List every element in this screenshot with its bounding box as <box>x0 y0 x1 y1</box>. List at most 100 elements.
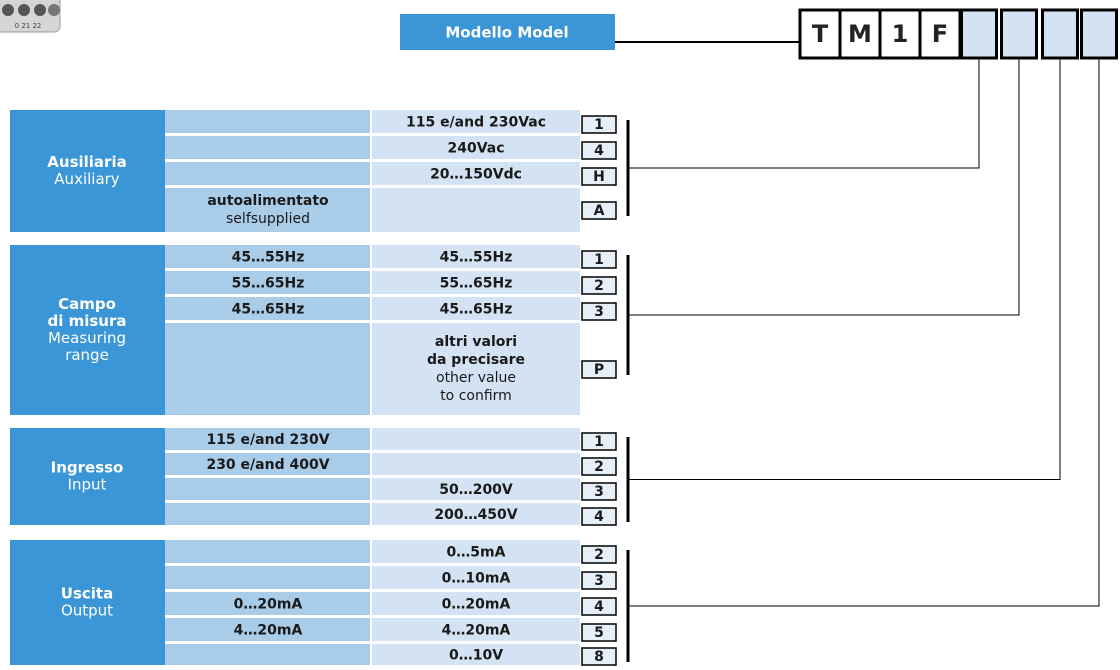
col1-cell <box>165 618 370 641</box>
col1-cell <box>165 297 370 320</box>
col1-text: 0…20mA <box>234 597 303 613</box>
code-cell <box>581 141 617 160</box>
code-cell <box>581 360 617 379</box>
col2-text: 0…5mA <box>447 545 506 561</box>
code-value: 3 <box>594 484 604 500</box>
code-cell <box>581 302 617 321</box>
section-title: Input <box>68 476 107 494</box>
code-value: 5 <box>594 625 604 641</box>
terminal <box>2 4 14 16</box>
option-box <box>960 8 998 60</box>
code-value: 3 <box>594 304 604 320</box>
col1-cell <box>165 566 370 589</box>
code-cell <box>581 597 617 616</box>
col1-cell <box>165 245 370 268</box>
code-cell <box>581 482 617 501</box>
col1-cell <box>165 592 370 615</box>
col1-text: 45…65Hz <box>232 302 305 318</box>
option-box <box>1041 8 1079 60</box>
col2-cell <box>372 136 580 159</box>
connector <box>628 58 1020 316</box>
col2-cell <box>372 592 580 615</box>
col2-text: 4…20mA <box>442 623 511 639</box>
col2-cell <box>372 188 580 232</box>
code-value: 4 <box>594 143 604 159</box>
section-title: Measuring <box>48 329 126 347</box>
col1-cell <box>165 162 370 185</box>
col1-cell <box>165 644 370 665</box>
col2-text: 45…65Hz <box>440 302 513 318</box>
section-header <box>10 245 165 415</box>
option-box <box>1000 8 1038 60</box>
code-cell <box>581 115 617 134</box>
col2-cell <box>372 453 580 475</box>
code-value: 2 <box>594 278 604 294</box>
code-cell <box>581 457 617 476</box>
col1-cell <box>165 110 370 133</box>
code-cell <box>581 571 617 590</box>
code-value: 3 <box>594 573 604 589</box>
code-box <box>838 8 882 60</box>
code-value: 4 <box>594 509 604 525</box>
terminal <box>48 4 60 16</box>
col1-cell <box>165 540 370 563</box>
col2-cell <box>372 618 580 641</box>
col2-cell <box>372 566 580 589</box>
col2-cell <box>372 478 580 500</box>
code-value: P <box>594 362 604 378</box>
device-label: 0 21 22 <box>15 22 42 30</box>
code-value: 1 <box>594 252 604 268</box>
col1-cell <box>165 271 370 294</box>
col1-cell <box>165 323 370 415</box>
col2-text: 45…55Hz <box>440 250 513 266</box>
col2-cell <box>372 297 580 320</box>
col2-cell <box>372 540 580 563</box>
code-value: 2 <box>594 459 604 475</box>
col2-text: 240Vac <box>447 141 504 157</box>
code-box <box>878 8 922 60</box>
col2-text: 20…150Vdc <box>430 167 522 183</box>
model-box <box>400 14 615 50</box>
connector <box>628 58 1061 480</box>
code-cell <box>581 250 617 269</box>
col1-text: selfsupplied <box>226 211 310 227</box>
col1-text: 230 e/and 400V <box>206 457 329 473</box>
col2-text: 0…20mA <box>442 597 511 613</box>
col2-text: 55…65Hz <box>440 276 513 292</box>
section-header <box>10 540 165 665</box>
connector <box>628 58 1100 607</box>
code-value: 8 <box>594 649 604 665</box>
col2-text: 0…10mA <box>442 571 511 587</box>
col1-cell <box>165 503 370 525</box>
col2-text: altri valori <box>435 334 517 350</box>
col2-text: 50…200V <box>439 482 513 498</box>
section-header <box>10 428 165 525</box>
section-title: Ingresso <box>51 459 124 477</box>
col1-cell <box>165 428 370 450</box>
code-value: 1 <box>594 117 604 133</box>
col2-cell <box>372 271 580 294</box>
col2-cell <box>372 428 580 450</box>
col2-text: da precisare <box>427 352 525 368</box>
section-title: Uscita <box>61 585 113 603</box>
code-value: 1 <box>594 434 604 450</box>
col1-cell <box>165 453 370 475</box>
connector <box>628 58 980 169</box>
code-cell <box>581 507 617 526</box>
code-value: 2 <box>594 547 604 563</box>
col2-text: to confirm <box>440 388 512 404</box>
col2-text: 200…450V <box>434 507 517 523</box>
code-value: 4 <box>594 599 604 615</box>
option-box <box>1080 8 1118 60</box>
col1-cell <box>165 478 370 500</box>
col2-cell <box>372 162 580 185</box>
device-photo: 0 21 22 <box>0 0 61 33</box>
section-title: Ausiliaria <box>47 153 126 171</box>
code-cell <box>581 623 617 642</box>
code-cell <box>581 545 617 564</box>
code-letter: M <box>848 20 872 48</box>
section-header <box>10 110 165 232</box>
section-title: di misura <box>48 312 127 330</box>
section-title: range <box>65 346 109 364</box>
col2-text: 0…10V <box>449 648 503 664</box>
